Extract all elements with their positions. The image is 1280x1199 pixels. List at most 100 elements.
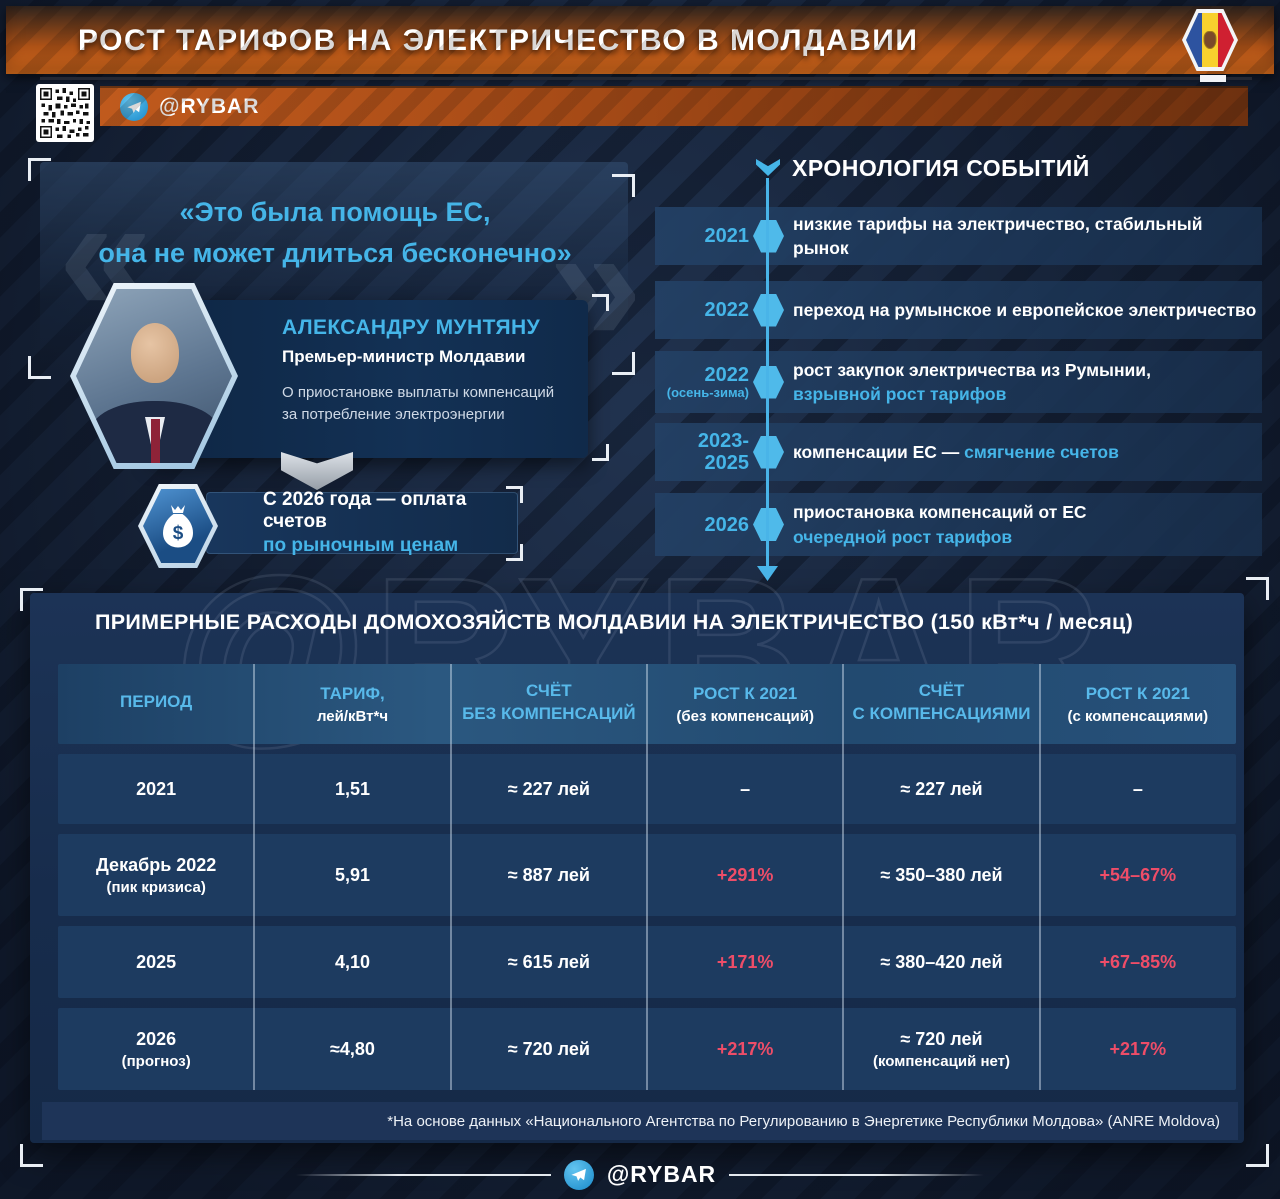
timeline-text: рост закупок электричества из Румынии, вз… xyxy=(793,359,1151,405)
table-row-dec-2022: Декабрь 2022 (пик кризиса) 5,91 ≈ 887 лей… xyxy=(58,834,1236,916)
footer-line-right xyxy=(729,1173,985,1176)
corner-bracket-icon xyxy=(1246,1144,1269,1167)
corner-bracket-icon xyxy=(28,158,51,181)
timeline-event-2026: 2026 приостановка компенсаций от ЕС очере… xyxy=(655,493,1262,556)
quote-line-1: «Это была помощь ЕС, xyxy=(179,197,491,227)
corner-bracket-icon xyxy=(28,356,51,379)
qr-code xyxy=(36,84,94,142)
person-name: АЛЕКСАНДРУ МУНТЯНУ xyxy=(282,316,541,339)
timeline-text: приостановка компенсаций от ЕС очередной … xyxy=(793,502,1087,547)
timeline-text: низкие тарифы на электричество, стабильн… xyxy=(793,213,1203,259)
header-band: РОСТ ТАРИФОВ НА ЭЛЕКТРИЧЕСТВО В МОЛДАВИИ xyxy=(6,6,1274,74)
timeline-year: 2022 (осень-зима) xyxy=(666,363,749,400)
market-price-callout: С 2026 года — оплата счетов по рыночным … xyxy=(206,489,518,556)
period-cell: 2026 (прогноз) xyxy=(121,1029,191,1070)
bill-comp-cell: ≈ 380–420 лей xyxy=(880,951,1003,972)
bill-comp-cell: ≈ 720 лей (компенсаций нет) xyxy=(872,1029,1011,1070)
footer-line-left xyxy=(295,1173,551,1176)
growth-no-comp-cell: – xyxy=(740,778,751,799)
money-bag-icon: $ xyxy=(143,489,213,563)
callout-line-white: С 2026 года — оплата счетов xyxy=(263,489,467,532)
period-cell: 2021 xyxy=(136,778,177,799)
column-header-growth-no-comp: РОСТ К 2021 (без компенсаций) xyxy=(676,683,814,725)
bill-comp-cell: ≈ 227 лей xyxy=(900,778,983,799)
footer: @RYBAR xyxy=(0,1150,1280,1199)
timeline-year: 2021 xyxy=(704,225,750,247)
tariff-cell: 5,91 xyxy=(334,864,371,885)
corner-bracket-icon xyxy=(506,544,523,561)
bill-no-comp-cell: ≈ 227 лей xyxy=(507,778,590,799)
timeline-text: переход на румынское и европейское элект… xyxy=(793,299,1257,320)
timeline-year: 2026 xyxy=(704,513,750,536)
page-title: РОСТ ТАРИФОВ НА ЭЛЕКТРИЧЕСТВО В МОЛДАВИИ xyxy=(78,24,919,57)
timeline-arrow-icon xyxy=(756,159,780,176)
bill-no-comp-cell: ≈ 615 лей xyxy=(507,951,590,972)
column-header-tariff: ТАРИФ, лей/кВт*ч xyxy=(316,683,389,725)
moldova-flag-stripes xyxy=(1186,13,1234,67)
corner-bracket-icon xyxy=(20,588,43,611)
table-header-row: ПЕРИОД ТАРИФ, лей/кВт*ч СЧЁТ БЕЗ КОМПЕНСА… xyxy=(58,664,1236,744)
column-header-bill-no-comp: СЧЁТ БЕЗ КОМПЕНСАЦИЙ xyxy=(462,680,636,723)
telegram-icon xyxy=(120,93,148,121)
header-underline xyxy=(40,77,1252,80)
timeline-arrowhead-icon xyxy=(757,566,778,581)
timeline-event-2022-autumn: 2022 (осень-зима) рост закупок электричес… xyxy=(655,351,1262,413)
period-cell: 2025 xyxy=(136,951,177,972)
footer-telegram-icon xyxy=(563,1159,594,1190)
table-row-2025: 2025 4,10 ≈ 615 лей +171% ≈ 380–420 лей … xyxy=(58,926,1236,998)
period-cell: Декабрь 2022 (пик кризиса) xyxy=(96,855,217,896)
tariff-cell: ≈4,80 xyxy=(330,1038,375,1059)
corner-bracket-icon xyxy=(1246,577,1269,600)
quote-text: «Это была помощь ЕС, она не может длитьс… xyxy=(52,192,618,273)
footer-channel-handle: @RYBAR xyxy=(606,1161,717,1187)
table-title: ПРИМЕРНЫЕ РАСХОДЫ ДОМОХОЗЯЙСТВ МОЛДАВИИ … xyxy=(95,610,1134,634)
moldova-coat-of-arms-icon xyxy=(1204,32,1216,48)
corner-bracket-icon xyxy=(20,1144,43,1167)
costs-table: ПЕРИОД ТАРИФ, лей/кВт*ч СЧЁТ БЕЗ КОМПЕНСА… xyxy=(58,664,1236,1090)
timeline-line xyxy=(766,178,769,568)
corner-bracket-icon xyxy=(612,352,635,375)
corner-bracket-icon xyxy=(592,444,609,461)
bill-no-comp-cell: ≈ 887 лей xyxy=(507,864,590,885)
table-footnote: *На основе данных «Национального Агентст… xyxy=(42,1102,1238,1140)
table-row-2026: 2026 (прогноз) ≈4,80 ≈ 720 лей +217% ≈ 72… xyxy=(58,1008,1236,1090)
growth-comp-cell: +217% xyxy=(1109,1038,1167,1059)
channel-handle: @RYBAR xyxy=(159,95,260,118)
qr-pattern xyxy=(40,88,90,138)
bill-comp-cell: ≈ 350–380 лей xyxy=(880,864,1003,885)
channel-bar: @RYBAR xyxy=(100,86,1248,126)
person-context: О приостановке выплаты компенсаций за по… xyxy=(282,384,555,423)
corner-bracket-icon xyxy=(612,174,635,197)
portrait-tie xyxy=(151,419,160,463)
header-underline-notch xyxy=(1200,75,1226,82)
timeline-text: компенсации ЕС — смягчение счетов xyxy=(793,441,1119,462)
person-portrait-placeholder xyxy=(76,289,232,463)
portrait-head xyxy=(131,323,179,383)
growth-comp-cell: +54–67% xyxy=(1099,864,1177,885)
growth-comp-cell: – xyxy=(1132,778,1143,799)
timeline-event-2023-2025: 2023-2025 компенсации ЕС — смягчение сче… xyxy=(655,423,1262,481)
callout-line-blue: по рыночным ценам xyxy=(263,535,459,556)
tariff-cell: 4,10 xyxy=(334,951,371,972)
corner-bracket-icon xyxy=(592,294,609,311)
tariff-cell: 1,51 xyxy=(334,778,371,799)
table-row-2021: 2021 1,51 ≈ 227 лей – ≈ 227 лей – xyxy=(58,754,1236,824)
timeline-year: 2022 xyxy=(704,299,750,321)
column-header-period: ПЕРИОД xyxy=(120,692,193,712)
growth-comp-cell: +67–85% xyxy=(1099,951,1177,972)
svg-text:$: $ xyxy=(173,523,184,544)
growth-no-comp-cell: +217% xyxy=(716,1038,774,1059)
person-role: Премьер-министр Молдавии xyxy=(282,347,526,366)
timeline-title: ХРОНОЛОГИЯ СОБЫТИЙ xyxy=(792,155,1090,181)
corner-bracket-icon xyxy=(506,486,523,503)
growth-no-comp-cell: +291% xyxy=(716,864,774,885)
timeline-year: 2023-2025 xyxy=(697,430,749,474)
growth-no-comp-cell: +171% xyxy=(716,951,774,972)
timeline-event-2022: 2022 переход на румынское и европейское … xyxy=(655,281,1262,339)
quote-line-2: она не может длиться бесконечно» xyxy=(98,237,572,268)
bill-no-comp-cell: ≈ 720 лей xyxy=(507,1038,590,1059)
column-header-bill-comp: СЧЁТ С КОМПЕНСАЦИЯМИ xyxy=(852,680,1031,723)
timeline-event-2021: 2021 низкие тарифы на электричество, ста… xyxy=(655,207,1262,265)
column-header-growth-comp: РОСТ К 2021 (с компенсациями) xyxy=(1067,683,1209,725)
